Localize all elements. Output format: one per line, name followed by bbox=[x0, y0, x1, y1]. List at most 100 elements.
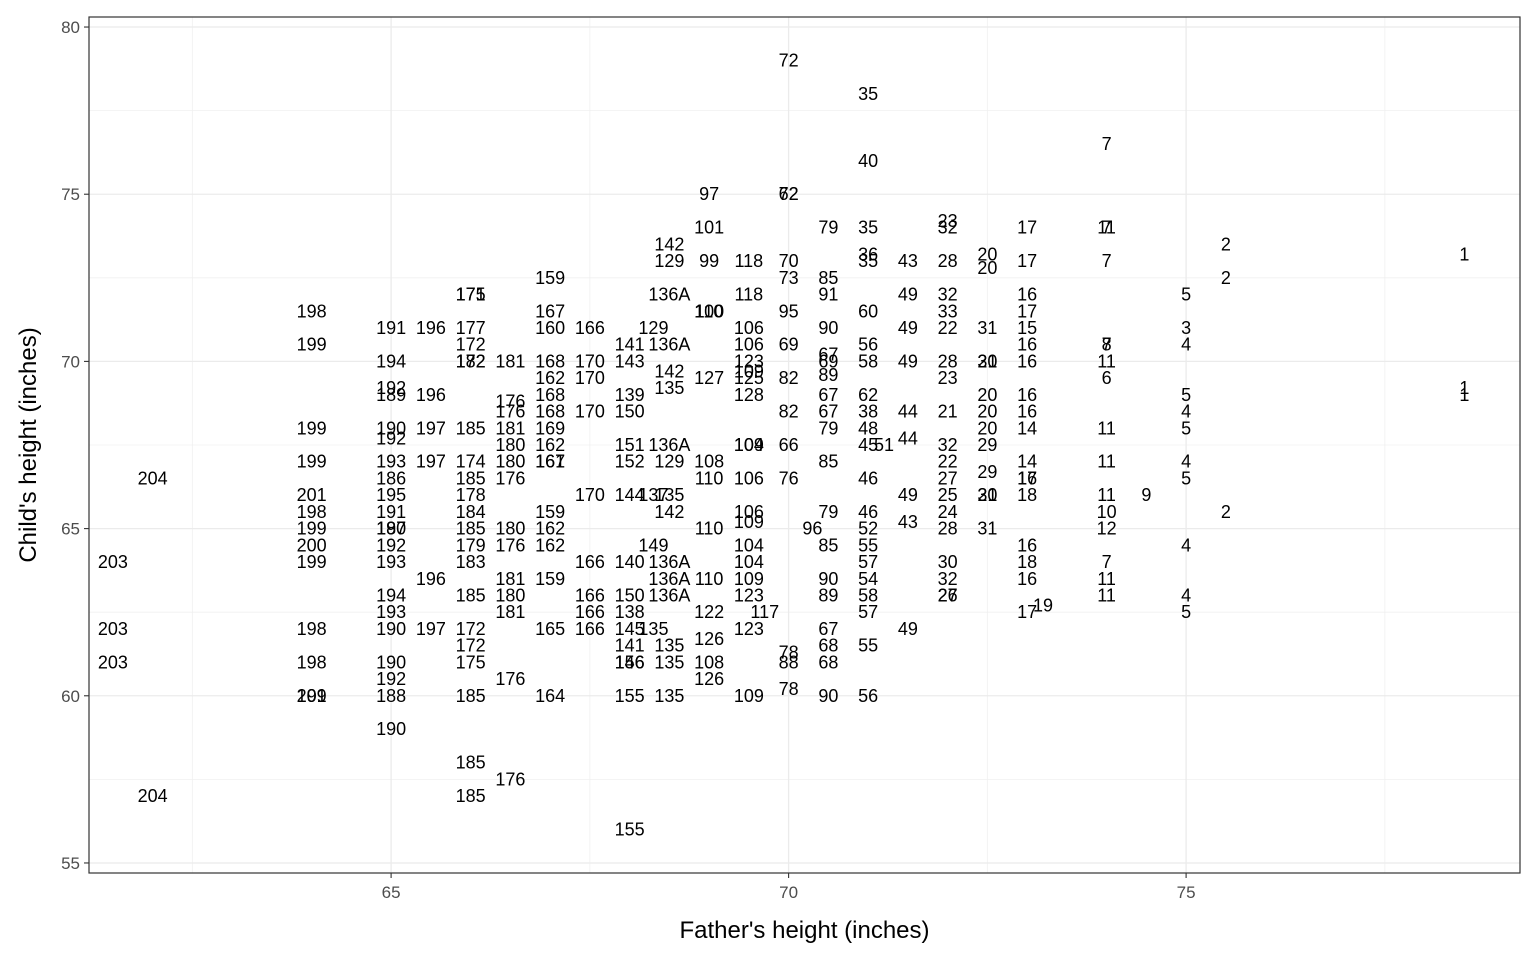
point-label: 4 bbox=[1181, 402, 1191, 422]
point-label: 155 bbox=[615, 686, 645, 706]
point-label: 51 bbox=[874, 435, 894, 455]
point-label: 150 bbox=[615, 585, 645, 605]
point-label: 14 bbox=[1017, 452, 1037, 472]
point-label: 162 bbox=[535, 368, 565, 388]
point-label: 192 bbox=[376, 535, 406, 555]
point-label: 90 bbox=[818, 569, 838, 589]
point-label: 149 bbox=[638, 535, 668, 555]
point-label: 168 bbox=[535, 402, 565, 422]
point-label: 20 bbox=[977, 351, 997, 371]
point-label: 11 bbox=[1097, 418, 1116, 438]
x-tick-label: 70 bbox=[779, 883, 798, 902]
point-label: 78 bbox=[779, 642, 799, 662]
y-tick-label: 60 bbox=[61, 687, 80, 706]
point-label: 109 bbox=[734, 686, 764, 706]
point-label: 49 bbox=[898, 619, 918, 639]
point-label: 123 bbox=[734, 585, 764, 605]
point-label: 76 bbox=[779, 468, 799, 488]
point-label: 96 bbox=[802, 519, 822, 539]
point-label: 22 bbox=[938, 452, 958, 472]
point-label: 67 bbox=[818, 385, 838, 405]
point-label: 4 bbox=[1181, 585, 1191, 605]
point-label: 128 bbox=[734, 385, 764, 405]
point-label: 26 bbox=[938, 585, 958, 605]
point-label: 190 bbox=[376, 519, 406, 539]
point-label: 167 bbox=[535, 452, 565, 472]
point-label: 108 bbox=[694, 652, 724, 672]
point-label: 142 bbox=[654, 502, 684, 522]
point-label: 10 bbox=[1097, 502, 1117, 522]
point-label: 16 bbox=[1017, 385, 1037, 405]
point-label: 179 bbox=[456, 535, 486, 555]
point-label: 16 bbox=[1017, 468, 1037, 488]
point-label: 190 bbox=[376, 619, 406, 639]
point-label: 185 bbox=[456, 418, 486, 438]
point-label: 28 bbox=[938, 519, 958, 539]
point-label: 2 bbox=[1221, 268, 1231, 288]
point-label: 8 bbox=[1102, 335, 1112, 355]
point-label: 136A bbox=[648, 552, 690, 572]
point-label: 151 bbox=[615, 435, 645, 455]
point-label: 185 bbox=[456, 786, 486, 806]
point-label: 35 bbox=[858, 84, 878, 104]
point-label: 16 bbox=[1017, 402, 1037, 422]
point-label: 185 bbox=[456, 519, 486, 539]
point-label: 7 bbox=[1102, 335, 1112, 355]
point-label: 200 bbox=[297, 535, 327, 555]
point-label: 2 bbox=[1221, 502, 1231, 522]
point-label: 20 bbox=[977, 244, 997, 264]
point-label: 16 bbox=[1017, 569, 1037, 589]
point-label: 4 bbox=[1181, 452, 1191, 472]
point-label: 72 bbox=[779, 50, 799, 70]
y-tick-label: 80 bbox=[61, 18, 80, 37]
point-label: 11 bbox=[1097, 485, 1116, 505]
point-label: 138 bbox=[615, 602, 645, 622]
point-label: 195 bbox=[376, 485, 406, 505]
point-label: 2 bbox=[1221, 234, 1231, 254]
point-label: 191 bbox=[376, 318, 406, 338]
point-label: 181 bbox=[495, 602, 525, 622]
point-label: 21 bbox=[938, 402, 958, 422]
point-label: 176 bbox=[495, 535, 525, 555]
point-label: 126 bbox=[694, 669, 724, 689]
point-label: 188 bbox=[376, 686, 406, 706]
point-label: 204 bbox=[138, 468, 168, 488]
point-label: 46 bbox=[858, 468, 878, 488]
point-label: 135 bbox=[654, 652, 684, 672]
point-label: 125 bbox=[734, 368, 764, 388]
point-label: 44 bbox=[898, 402, 918, 422]
point-label: 160 bbox=[535, 318, 565, 338]
point-label: 11 bbox=[1097, 569, 1116, 589]
point-label: 43 bbox=[898, 251, 918, 271]
point-label: 31 bbox=[977, 519, 997, 539]
point-label: 180 bbox=[495, 435, 525, 455]
point-label: 174 bbox=[456, 452, 486, 472]
point-label: 1 bbox=[1459, 385, 1469, 405]
point-label: 27 bbox=[938, 585, 958, 605]
point-label: 9 bbox=[1141, 485, 1151, 505]
point-label: 101 bbox=[694, 218, 724, 238]
point-label: 40 bbox=[858, 151, 878, 171]
point-label: 194 bbox=[376, 351, 406, 371]
point-label: 162 bbox=[535, 435, 565, 455]
y-tick-label: 65 bbox=[61, 520, 80, 539]
point-label: 141 bbox=[615, 636, 645, 656]
point-label: 38 bbox=[858, 402, 878, 422]
point-label: 90 bbox=[818, 318, 838, 338]
point-label: 109 bbox=[734, 512, 764, 532]
point-label: 123 bbox=[734, 351, 764, 371]
point-label: 67 bbox=[818, 402, 838, 422]
point-label: 176 bbox=[495, 669, 525, 689]
point-label: 15 bbox=[1017, 318, 1037, 338]
point-label: 169 bbox=[535, 418, 565, 438]
point-label: 135 bbox=[654, 636, 684, 656]
point-label: 197 bbox=[416, 619, 446, 639]
point-label: 85 bbox=[818, 268, 838, 288]
point-label: 192 bbox=[376, 378, 406, 398]
point-label: 176 bbox=[495, 402, 525, 422]
point-label: 203 bbox=[98, 552, 128, 572]
point-label: 62 bbox=[779, 184, 799, 204]
point-labels: 1112223444445555567777789101111111111111… bbox=[98, 50, 1470, 839]
point-label: 95 bbox=[779, 301, 799, 321]
point-label: 32 bbox=[938, 435, 958, 455]
